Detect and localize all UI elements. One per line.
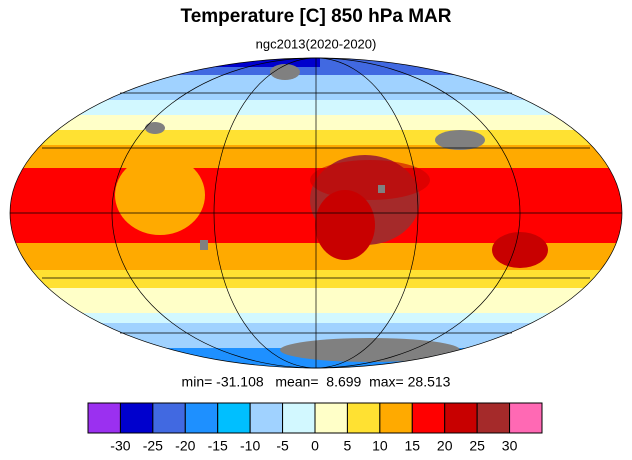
colorbar-box xyxy=(411,402,446,434)
colorbar-box xyxy=(444,402,478,434)
colorbar-box xyxy=(379,402,413,434)
colorbar-box xyxy=(184,402,219,434)
colorbar-label: -5 xyxy=(276,438,289,454)
colorbar-label: 10 xyxy=(372,438,388,454)
colorbar-label: 15 xyxy=(404,438,420,454)
colorbar-label: -20 xyxy=(175,438,195,454)
colorbar-label: 0 xyxy=(311,438,319,454)
colorbar-box xyxy=(346,402,381,434)
colorbar-label: 25 xyxy=(469,438,485,454)
graticule xyxy=(9,57,623,369)
colorbar-label: -25 xyxy=(143,438,163,454)
colorbar-box xyxy=(249,402,284,434)
colorbar-label: -30 xyxy=(110,438,130,454)
colorbar: -30 -25 -20 -15 -10 -5 0 5 10 15 20 25 30 xyxy=(87,402,543,454)
colorbar-label: -10 xyxy=(240,438,260,454)
colorbar-box xyxy=(152,402,186,434)
colorbar-box xyxy=(282,402,316,434)
colorbar-box xyxy=(217,402,251,434)
colorbar-label: 20 xyxy=(437,438,453,454)
title: Temperature [C] 850 hPa MAR xyxy=(181,6,452,27)
colorbar-label: 5 xyxy=(344,438,352,454)
colorbar-label: 30 xyxy=(502,438,518,454)
colorbar-box xyxy=(509,402,543,434)
subtitle: ngc2013(2020-2020) xyxy=(256,36,377,51)
colorbar-box xyxy=(314,402,348,434)
stats: min= -31.108 mean= 8.699 max= 28.513 xyxy=(182,374,451,390)
colorbar-label: -15 xyxy=(208,438,228,454)
colorbar-box xyxy=(119,402,154,434)
colorbar-box xyxy=(476,402,511,434)
colorbar-box xyxy=(87,402,121,434)
